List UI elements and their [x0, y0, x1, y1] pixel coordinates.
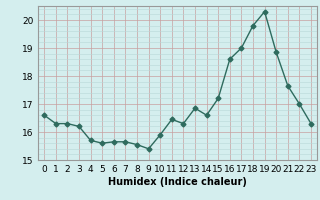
- X-axis label: Humidex (Indice chaleur): Humidex (Indice chaleur): [108, 177, 247, 187]
